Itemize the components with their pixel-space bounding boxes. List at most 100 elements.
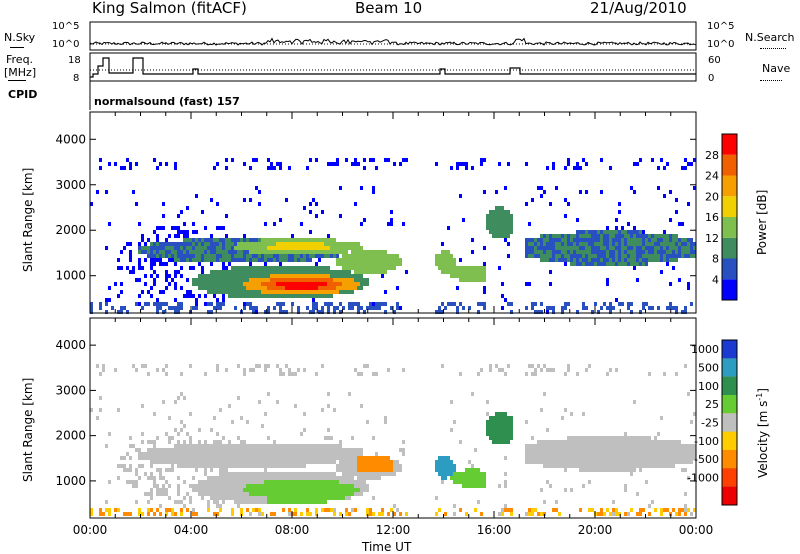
heatmap-cell (222, 258, 225, 262)
heatmap-cell (270, 492, 273, 496)
heatmap-cell (474, 274, 477, 278)
heatmap-cell (264, 294, 267, 298)
heatmap-cell (165, 364, 168, 368)
heatmap-cell (234, 270, 237, 274)
heatmap-cell (687, 508, 690, 512)
heatmap-cell (588, 230, 591, 234)
heatmap-cell (627, 456, 630, 460)
heatmap-cell (324, 496, 327, 500)
heatmap-cell (282, 250, 285, 254)
heatmap-cell (258, 508, 261, 512)
heatmap-cell (291, 488, 294, 492)
heatmap-cell (396, 508, 399, 512)
heatmap-cell (336, 262, 339, 266)
heatmap-cell (540, 310, 543, 314)
heatmap-cell (492, 420, 495, 424)
heatmap-cell (591, 468, 594, 472)
heatmap-cell (195, 464, 198, 468)
heatmap-cell (222, 496, 225, 500)
heatmap-cell (222, 492, 225, 496)
heatmap-cell (594, 440, 597, 444)
heatmap-cell (609, 302, 612, 306)
heatmap-cell (174, 512, 177, 516)
heatmap-cell (327, 492, 330, 496)
heatmap-cell (240, 488, 243, 492)
heatmap-cell (399, 306, 402, 310)
heatmap-cell (618, 210, 621, 214)
heatmap-cell (507, 420, 510, 424)
heatmap-cell (651, 242, 654, 246)
heatmap-cell (156, 258, 159, 262)
heatmap-cell (468, 476, 471, 480)
heatmap-cell (582, 464, 585, 468)
heatmap-cell (573, 258, 576, 262)
heatmap-cell (231, 294, 234, 298)
freq-legend-line (8, 80, 26, 81)
heatmap-cell (492, 436, 495, 440)
heatmap-cell (468, 484, 471, 488)
heatmap-cell (531, 242, 534, 246)
heatmap-cell (213, 286, 216, 290)
heatmap-cell (297, 448, 300, 452)
heatmap-cell (447, 258, 450, 262)
heatmap-cell (393, 472, 396, 476)
heatmap-cell (177, 270, 180, 274)
heatmap-cell (99, 512, 102, 516)
heatmap-cell (297, 294, 300, 298)
heatmap-cell (630, 250, 633, 254)
heatmap-cell (231, 448, 234, 452)
heatmap-cell (450, 166, 453, 170)
heatmap-cell (645, 452, 648, 456)
heatmap-cell (615, 258, 618, 262)
heatmap-cell (687, 246, 690, 250)
heatmap-cell (363, 364, 366, 368)
heatmap-cell (228, 496, 231, 500)
heatmap-cell (336, 290, 339, 294)
heatmap-cell (684, 158, 687, 162)
heatmap-cell (504, 210, 507, 214)
heatmap-cell (684, 310, 687, 314)
heatmap-cell (447, 464, 450, 468)
heatmap-cell (285, 472, 288, 476)
heatmap-cell (276, 456, 279, 460)
heatmap-cell (495, 234, 498, 238)
heatmap-cell (612, 258, 615, 262)
heatmap-cell (642, 302, 645, 306)
time-axis-label: Time UT (362, 540, 412, 554)
heatmap-cell (300, 500, 303, 504)
heatmap-cell (390, 460, 393, 464)
heatmap-cell (324, 302, 327, 306)
heatmap-cell (561, 306, 564, 310)
heatmap-cell (291, 500, 294, 504)
heatmap-cell (210, 246, 213, 250)
heatmap-cell (240, 508, 243, 512)
heatmap-cell (492, 222, 495, 226)
heatmap-cell (234, 484, 237, 488)
heatmap-cell (378, 512, 381, 516)
heatmap-cell (264, 262, 267, 266)
heatmap-cell (237, 242, 240, 246)
heatmap-cell (270, 294, 273, 298)
heatmap-cell (621, 448, 624, 452)
heatmap-cell (366, 262, 369, 266)
heatmap-cell (285, 310, 288, 314)
heatmap-cell (576, 444, 579, 448)
heatmap-cell (669, 218, 672, 222)
heatmap-cell (609, 310, 612, 314)
heatmap-cell (165, 242, 168, 246)
heatmap-cell (492, 218, 495, 222)
heatmap-cell (336, 444, 339, 448)
heatmap-cell (483, 286, 486, 290)
heatmap-cell (591, 262, 594, 266)
heatmap-cell (249, 448, 252, 452)
heatmap-cell (216, 162, 219, 166)
heatmap-cell (687, 282, 690, 286)
heatmap-cell (447, 250, 450, 254)
heatmap-cell (576, 238, 579, 242)
heatmap-cell (597, 242, 600, 246)
heatmap-cell (297, 456, 300, 460)
heatmap-cell (267, 306, 270, 310)
heatmap-cell (216, 306, 219, 310)
heatmap-cell (99, 372, 102, 376)
heatmap-cell (354, 278, 357, 282)
